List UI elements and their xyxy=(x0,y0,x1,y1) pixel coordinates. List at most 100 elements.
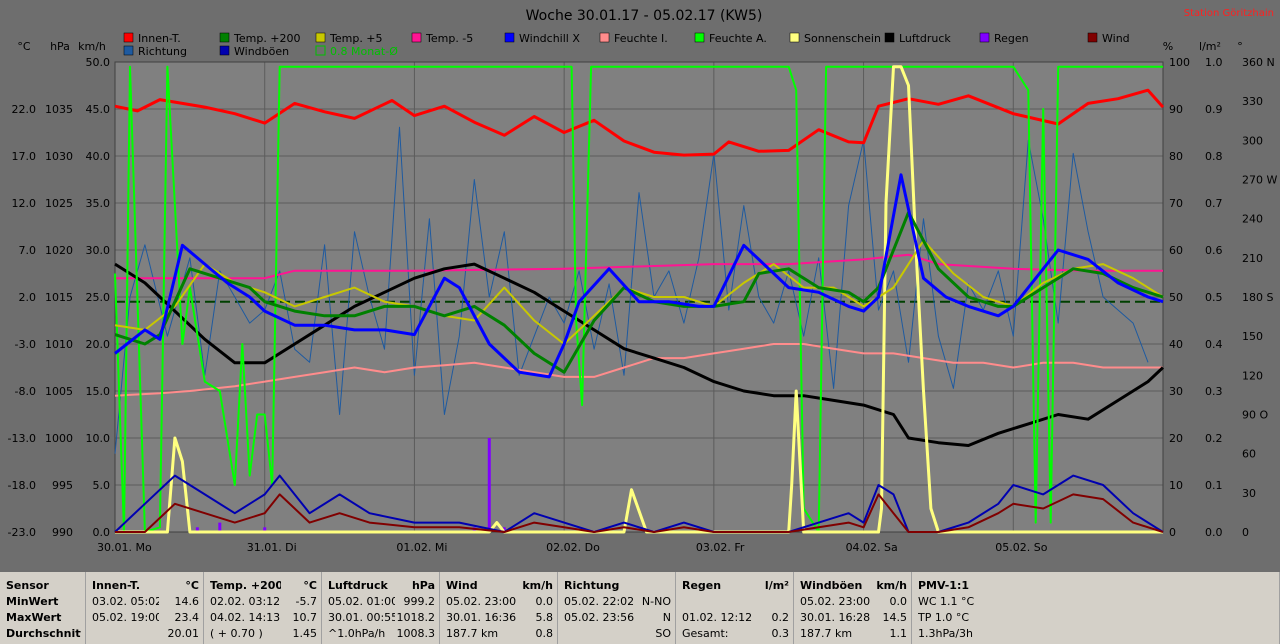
stats-row: 05.02. 23:00 0.0 xyxy=(800,594,907,610)
tick-label-temp: 12.0 xyxy=(12,197,37,210)
series-group xyxy=(114,65,1165,534)
stats-row: WC 1.1 °C xyxy=(918,594,1275,610)
stats-row: ^1.0hPa/h 1008.3 xyxy=(328,626,435,642)
stats-value: 0.0 xyxy=(889,595,908,608)
legend-label: Feuchte I. xyxy=(614,32,668,45)
tick-label-kmh: 30.0 xyxy=(86,244,111,257)
stats-value: 1.1 xyxy=(889,627,908,640)
stats-value: km/h xyxy=(876,579,907,592)
tick-label-temp: -3.0 xyxy=(15,338,36,351)
stats-label: TP 1.0 °C xyxy=(918,611,970,624)
stats-value: °C xyxy=(185,579,199,592)
stats-label: 02.02. 03:12 xyxy=(210,595,281,608)
legend-swatch xyxy=(694,32,705,43)
stats-label xyxy=(564,626,635,642)
legend-swatch xyxy=(315,45,326,56)
grid xyxy=(114,61,1164,533)
stats-value: 0.3 xyxy=(771,627,790,640)
stats-header: Sensor xyxy=(6,578,81,594)
legend-label: Feuchte A. xyxy=(709,32,767,45)
stats-row: 187.7 km 0.8 xyxy=(446,626,553,642)
tick-label-temp: 17.0 xyxy=(12,150,37,163)
stats-header: PMV-1:1 xyxy=(918,578,1275,594)
legend-label: Luftdruck xyxy=(899,32,951,45)
stats-value: 0.8 xyxy=(535,627,554,640)
tick-label-rain: 0.1 xyxy=(1205,479,1223,492)
stats-row: 05.02. 19:00 23.4 xyxy=(92,610,199,626)
stats-label: Gesamt: xyxy=(682,627,729,640)
stats-label: 05.02. 23:56 xyxy=(564,611,635,624)
stats-column: Sensor MinWert MaxWert Durchschnitt xyxy=(0,572,86,644)
tick-label-dir: 270 W xyxy=(1242,174,1277,187)
stats-label: 187.7 km xyxy=(446,627,499,640)
stats-value: 0.0 xyxy=(535,595,554,608)
stats-label: 30.01. 00:55 xyxy=(328,611,395,624)
legend-label: 0.8 Monat-Ø xyxy=(330,45,398,58)
stats-label: 1.3hPa/3h xyxy=(918,627,974,640)
stats-row xyxy=(682,594,789,610)
stats-label: Windböen xyxy=(800,579,863,592)
tick-label-kmh: 40.0 xyxy=(86,150,111,163)
stats-value: 14.5 xyxy=(882,611,908,624)
stats-header: Temp. +200 °C xyxy=(210,578,317,594)
legend-label: Wind xyxy=(1102,32,1130,45)
stats-label: 03.02. 05:02 xyxy=(92,595,159,608)
legend-label: Richtung xyxy=(138,45,187,58)
stats-label: MaxWert xyxy=(6,611,62,624)
x-label: 31.01. Di xyxy=(247,541,297,554)
tick-label-temp: -23.0 xyxy=(8,526,36,539)
x-label: 03.02. Fr xyxy=(696,541,745,554)
tick-label-hpa: 995 xyxy=(52,479,73,492)
tick-label-percent: 80 xyxy=(1169,150,1183,163)
tick-label-dir: 360 N xyxy=(1242,56,1275,69)
stats-label: 05.02. 01:00 xyxy=(328,595,395,608)
tick-label-kmh: 50.0 xyxy=(86,56,111,69)
stats-value: N xyxy=(662,611,671,624)
stats-value xyxy=(753,594,789,610)
station-name: Station Göritzhain xyxy=(1184,8,1274,19)
stats-column: Temp. +200 °C 02.02. 03:12 -5.7 04.02. 14:13… xyxy=(204,572,322,644)
stats-value: N-NO xyxy=(641,595,671,608)
tick-label-percent: 40 xyxy=(1169,338,1183,351)
tick-label-temp: 2.0 xyxy=(19,291,37,304)
tick-label-rain: 0.0 xyxy=(1205,526,1223,539)
stats-label: PMV-1:1 xyxy=(918,579,969,592)
tick-label-percent: 10 xyxy=(1169,479,1183,492)
axis-unit-dir: ° xyxy=(1237,40,1243,53)
tick-label-dir: 90 O xyxy=(1242,409,1268,422)
stats-label: 04.02. 14:13 xyxy=(210,611,281,624)
tick-label-hpa: 1010 xyxy=(45,338,73,351)
series-line-temp-5 xyxy=(115,253,1163,280)
tick-label-hpa: 1000 xyxy=(45,432,73,445)
series-line-luftdruck xyxy=(114,262,1165,447)
axis-unit-percent: % xyxy=(1163,40,1173,53)
tick-label-temp: -18.0 xyxy=(8,479,36,492)
legend-label: Windchill X xyxy=(519,32,580,45)
axis-unit-kmh: km/h xyxy=(78,40,106,53)
stats-row: 187.7 km 1.1 xyxy=(800,626,907,642)
stats-row: SO xyxy=(564,626,671,642)
tick-label-rain: 0.2 xyxy=(1205,432,1223,445)
legend-label: Windböen xyxy=(234,45,289,58)
tick-label-percent: 30 xyxy=(1169,385,1183,398)
series-line-innen-t- xyxy=(114,88,1165,157)
stats-row: 05.02. 22:02 N-NO xyxy=(564,594,671,610)
tick-label-hpa: 1035 xyxy=(45,103,73,116)
stats-header: Regen l/m² xyxy=(682,578,789,594)
tick-label-hpa: 1030 xyxy=(45,150,73,163)
legend-label: Regen xyxy=(994,32,1029,45)
tick-label-rain: 0.7 xyxy=(1205,197,1223,210)
stats-value: 23.4 xyxy=(174,611,200,624)
legend-swatch xyxy=(219,45,230,56)
stats-label: 05.02. 23:00 xyxy=(446,595,517,608)
stats-row: 02.02. 03:12 -5.7 xyxy=(210,594,317,610)
legend-label: Sonnenschein xyxy=(804,32,881,45)
stats-value: 1.45 xyxy=(292,627,318,640)
series-line-windchill-x xyxy=(114,173,1164,379)
chart-title: Woche 30.01.17 - 05.02.17 (KW5) xyxy=(526,8,763,24)
stats-header: Richtung xyxy=(564,578,671,594)
tick-label-dir: 60 xyxy=(1242,448,1256,461)
stats-row: Gesamt: 0.3 xyxy=(682,626,789,642)
stats-row: 03.02. 05:02 14.6 xyxy=(92,594,199,610)
tick-label-percent: 20 xyxy=(1169,432,1183,445)
